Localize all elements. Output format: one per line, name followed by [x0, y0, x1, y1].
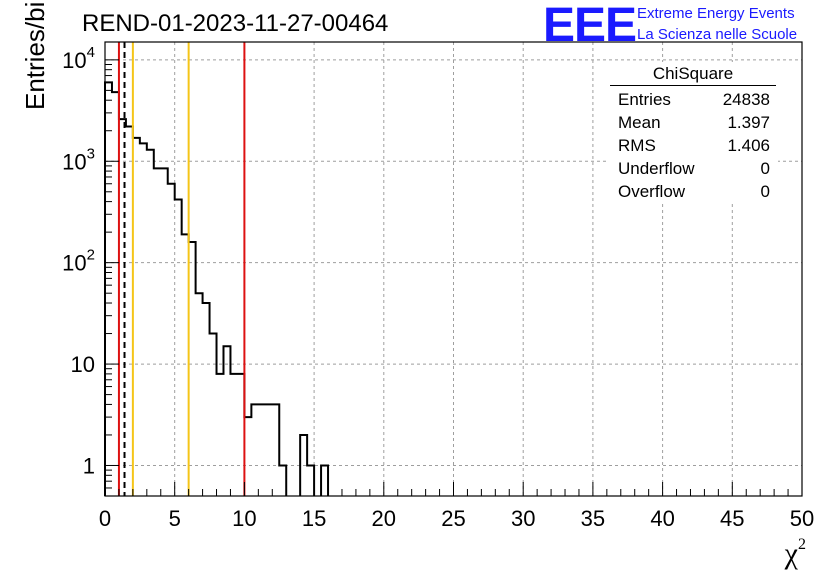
histogram-bin [217, 374, 224, 496]
y-tick-label: 103 [62, 145, 95, 174]
y-tick-label-exp: 3 [87, 145, 95, 162]
histogram-bin [210, 334, 217, 496]
eee-logo: EEE [543, 0, 637, 52]
y-tick-label: 10 [71, 352, 95, 377]
x-tick-label: 45 [720, 506, 744, 531]
stats-label: RMS [618, 136, 656, 155]
histogram-bin [126, 127, 133, 496]
reference-lines [117, 42, 246, 496]
x-tick-label: 30 [511, 506, 535, 531]
histogram-bin [203, 303, 210, 496]
y-tick-label-base: 10 [62, 149, 86, 174]
x-axis-label: χ2 [785, 536, 806, 571]
y-tick-label: 102 [62, 247, 95, 276]
histogram-bin [223, 346, 230, 496]
histogram-bin [272, 404, 279, 496]
x-tick-label: 50 [790, 506, 814, 531]
y-tick-label: 1 [83, 453, 95, 478]
histogram-bin [105, 82, 112, 496]
stats-label: Overflow [618, 182, 686, 201]
stats-box: ChiSquare Entries 24838 Mean 1.397 RMS 1.40… [608, 62, 778, 203]
histogram-bin [196, 293, 203, 496]
histogram-bin [230, 374, 237, 496]
histogram-bin [161, 168, 168, 496]
histogram-bin [244, 417, 251, 496]
stats-value: 0 [760, 159, 770, 178]
histogram-bin [154, 168, 161, 496]
stats-value: 1.406 [727, 136, 770, 155]
x-tick-label: 35 [581, 506, 605, 531]
stats-label: Entries [618, 90, 671, 109]
axis-ticks [104, 59, 803, 497]
grid-lines [105, 42, 802, 496]
x-axis-label-base: χ [784, 537, 798, 570]
stats-label: Mean [618, 113, 661, 132]
chart-title: REND-01-2023-11-27-00464 [82, 10, 389, 37]
histogram-bin [112, 92, 119, 496]
x-tick-label: 15 [302, 506, 326, 531]
histogram-bin [175, 199, 182, 496]
stats-row: Entries 24838 [608, 88, 778, 111]
x-tick-label: 25 [441, 506, 465, 531]
histogram-bin [140, 143, 147, 496]
histogram-bin [258, 404, 265, 496]
stats-row: Mean 1.397 [608, 111, 778, 134]
y-tick-label-base: 10 [62, 48, 86, 73]
y-tick-label: 104 [62, 44, 95, 73]
stats-row: RMS 1.406 [608, 134, 778, 157]
stats-value: 1.397 [727, 113, 770, 132]
histogram-bin [251, 404, 258, 496]
histogram-bin [265, 404, 272, 496]
stats-value: 24838 [722, 90, 770, 109]
logo-line-1: Extreme Energy Events [637, 5, 795, 22]
x-tick-label: 5 [169, 506, 181, 531]
histogram-bin [321, 465, 328, 496]
stats-name: ChiSquare [610, 62, 776, 86]
histogram-bin [147, 150, 154, 496]
stats-value: 0 [760, 182, 770, 201]
eee-logo-text: Extreme Energy Events La Scienza nelle S… [637, 3, 797, 45]
x-tick-label: 0 [99, 506, 111, 531]
y-axis-label: Entries/bin [20, 0, 50, 110]
logo-line-2: La Scienza nelle Scuole [637, 26, 798, 43]
stats-label: Underflow [618, 159, 695, 178]
histogram-bin [168, 184, 175, 496]
y-tick-label-exp: 4 [87, 44, 95, 61]
histogram [104, 81, 330, 496]
histogram-bin [182, 234, 189, 496]
y-tick-label-exp: 2 [87, 247, 95, 264]
histogram-bin [279, 465, 286, 496]
stats-row: Overflow 0 [608, 180, 778, 203]
y-tick-label-base: 10 [62, 251, 86, 276]
histogram-bin [189, 242, 196, 496]
x-tick-label: 40 [650, 506, 674, 531]
histogram-bin [307, 465, 314, 496]
x-axis-label-exp: 2 [798, 536, 806, 553]
histogram-bin [237, 374, 244, 496]
histogram-bin [300, 435, 307, 496]
histogram-bin [133, 138, 140, 496]
stats-row: Underflow 0 [608, 157, 778, 180]
x-tick-label: 10 [232, 506, 256, 531]
x-tick-label: 20 [372, 506, 396, 531]
